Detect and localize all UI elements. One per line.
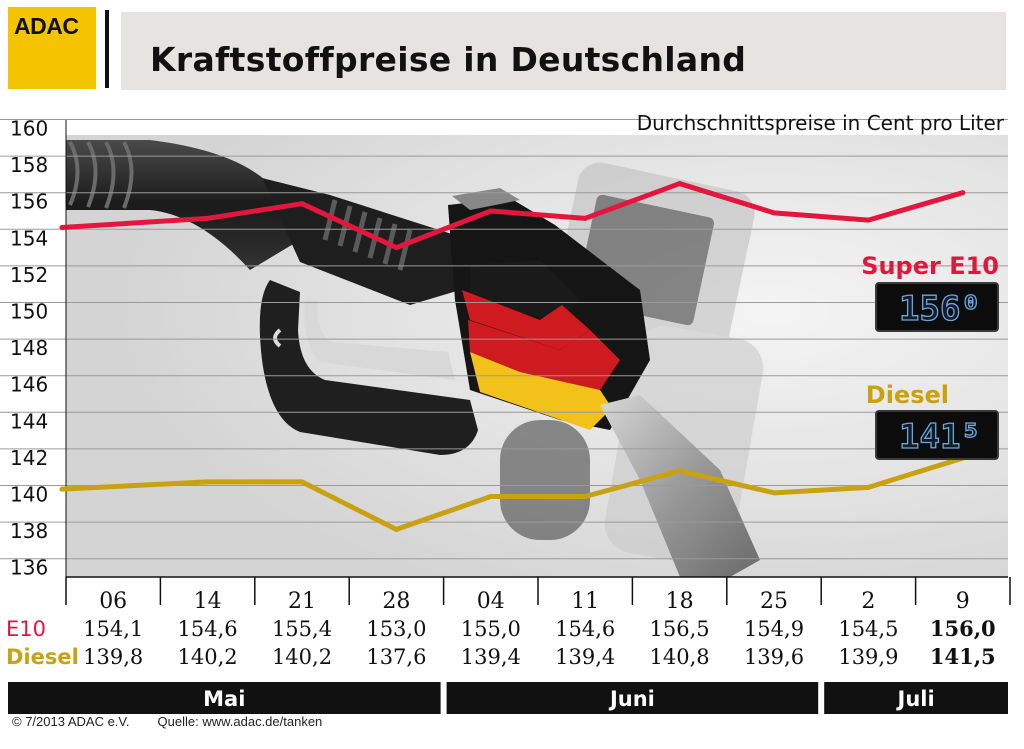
- x-tick-label: 28: [382, 589, 410, 614]
- diesel-price-display: 141⁵: [875, 410, 999, 460]
- y-tick-label: 142: [10, 446, 48, 470]
- x-tick-label: 2: [861, 589, 875, 614]
- x-tick-label: 21: [288, 589, 316, 614]
- data-value-label: 154,1: [83, 617, 143, 641]
- data-value-label: 140,8: [650, 645, 710, 669]
- data-point: [677, 468, 683, 474]
- data-value-label: 140,2: [272, 645, 332, 669]
- month-band: [824, 682, 1008, 714]
- data-value-label: 155,4: [272, 617, 332, 641]
- data-value-label: 156,0: [930, 616, 996, 641]
- data-point: [488, 493, 494, 499]
- adac-logo: ADAC: [8, 7, 96, 89]
- data-point: [299, 201, 305, 207]
- data-point: [865, 484, 871, 490]
- month-label: Mai: [203, 687, 245, 711]
- diesel-price-digits: 141⁵: [899, 417, 981, 457]
- footer: © 7/2013 ADAC e.V. Quelle: www.adac.de/ta…: [12, 714, 322, 729]
- data-point: [677, 181, 683, 187]
- y-tick-label: 154: [10, 226, 48, 250]
- y-tick-label: 138: [10, 519, 48, 543]
- x-tick-label: 18: [666, 589, 694, 614]
- price-table: 06 14 21 28 04 11 18 25 2 9 E10 154,1 154,6 155,4 153,…: [6, 577, 1011, 669]
- data-value-label: 153,0: [366, 617, 426, 641]
- title-bar: [121, 12, 1006, 90]
- copyright: © 7/2013 ADAC e.V.: [12, 714, 130, 729]
- data-point: [205, 479, 211, 485]
- source-credit: Quelle: www.adac.de/tanken: [157, 714, 323, 729]
- month-bar: Mai Juni Juli: [8, 682, 1008, 714]
- row-label-diesel: Diesel: [6, 645, 79, 669]
- data-value-label: 155,0: [461, 617, 521, 641]
- data-point: [771, 490, 777, 496]
- y-tick-label: 152: [10, 263, 48, 287]
- data-value-label: 139,6: [744, 645, 804, 669]
- logo-divider: [105, 10, 109, 88]
- data-value-label: 139,9: [838, 645, 898, 669]
- chart-series: [59, 181, 966, 532]
- y-tick-label: 148: [10, 336, 48, 360]
- y-tick-label: 136: [10, 556, 48, 580]
- data-point: [59, 224, 65, 230]
- e10-price-digits: 156⁰: [899, 289, 981, 329]
- y-tick-label: 144: [10, 409, 48, 433]
- data-point: [488, 208, 494, 214]
- data-point: [960, 190, 966, 196]
- y-tick-label: 146: [10, 373, 48, 397]
- y-axis: 136 138 140 142 144 146 148 150 152 154 156 158 160: [10, 117, 48, 580]
- y-tick-label: 156: [10, 190, 48, 214]
- data-value-label: 139,8: [83, 645, 143, 669]
- series-line-diesel: [59, 455, 966, 532]
- data-point: [582, 215, 588, 221]
- data-point: [865, 217, 871, 223]
- data-value-label: 156,5: [650, 617, 710, 641]
- x-tick-label: 25: [760, 589, 788, 614]
- data-value-label: 139,4: [555, 645, 615, 669]
- page-title: Kraftstoffpreise in Deutschland: [150, 40, 747, 79]
- data-value-label: 154,6: [555, 617, 615, 641]
- fuel-nozzle-illustration: [66, 135, 1008, 577]
- chart-subtitle: Durchschnittspreise in Cent pro Liter: [637, 111, 1005, 135]
- x-tick-label: 14: [194, 589, 222, 614]
- data-value-label: 137,6: [366, 645, 426, 669]
- data-point: [205, 215, 211, 221]
- data-value-label: 139,4: [461, 645, 521, 669]
- data-point: [393, 526, 399, 532]
- x-tick-label: 9: [956, 589, 970, 614]
- x-tick-label: 04: [477, 589, 505, 614]
- data-point: [59, 486, 65, 492]
- row-label-e10: E10: [6, 617, 46, 641]
- y-tick-label: 150: [10, 300, 48, 324]
- data-value-label: 154,9: [744, 617, 804, 641]
- legend-diesel-label: Diesel: [866, 381, 949, 409]
- data-value-label: 154,5: [838, 617, 898, 641]
- x-tick-label: 11: [571, 589, 599, 614]
- series-line-e10: [59, 181, 966, 251]
- legend-e10-label: Super E10: [861, 252, 999, 280]
- y-tick-label: 140: [10, 483, 48, 507]
- month-band: [446, 682, 819, 714]
- month-label: Juli: [896, 687, 935, 711]
- data-value-label: 141,5: [930, 644, 996, 669]
- y-tick-label: 160: [10, 117, 48, 141]
- month-band: [8, 682, 441, 714]
- x-tick-label: 06: [99, 589, 127, 614]
- data-point: [771, 210, 777, 216]
- y-tick-label: 158: [10, 153, 48, 177]
- data-point: [582, 493, 588, 499]
- data-point: [393, 245, 399, 251]
- e10-price-display: 156⁰: [875, 282, 999, 332]
- data-point: [299, 479, 305, 485]
- data-value-label: 154,6: [178, 617, 238, 641]
- month-label: Juni: [608, 687, 655, 711]
- data-value-label: 140,2: [178, 645, 238, 669]
- logo-text: ADAC: [14, 13, 79, 39]
